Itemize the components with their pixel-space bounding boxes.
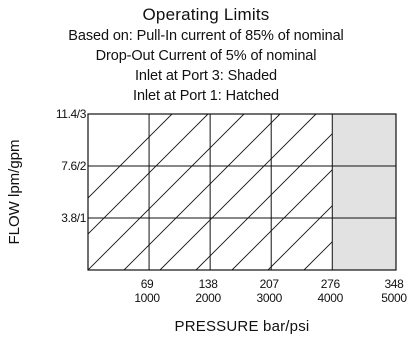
x-tick-label-bar: 276	[321, 277, 341, 291]
x-tick-label-psi: 4000	[318, 291, 344, 305]
x-axis-label: PRESSURE bar/psi	[175, 318, 310, 335]
hatch-line	[88, 114, 209, 235]
y-tick-label: 7.6/2	[61, 159, 86, 173]
hatch-line	[88, 114, 173, 199]
x-tick-label-psi: 5000	[381, 291, 407, 305]
x-tick-label-bar: 207	[260, 277, 280, 291]
x-tick-label-psi: 1000	[134, 291, 160, 305]
chart-subtitle-line-2: Drop-Out Current of 5% of nominal	[95, 48, 317, 64]
hatched-region-port-1	[88, 114, 333, 270]
hatch-line	[159, 114, 317, 270]
hatch-line	[195, 133, 333, 270]
x-tick-label-psi: 2000	[195, 291, 221, 305]
hatch-line	[303, 241, 333, 270]
y-tick-label: 3.8/1	[61, 211, 86, 225]
chart-subtitle-line-3: Inlet at Port 3: Shaded	[135, 68, 277, 84]
x-tick-label-bar: 138	[199, 277, 219, 291]
shaded-region-port-3	[332, 114, 396, 270]
chart-subtitle-line-1: Based on: Pull-In current of 85% of nomi…	[68, 28, 344, 44]
hatch-line	[231, 169, 333, 270]
y-axis-label: FLOW lpm/gpm	[6, 139, 23, 244]
plot-frame	[87, 113, 397, 271]
hatch-line	[88, 114, 245, 270]
x-tick-label-bar: 69	[141, 277, 154, 291]
hatch-line	[267, 205, 333, 270]
chart-title: Operating Limits	[142, 5, 270, 24]
chart-subtitle-line-4: Inlet at Port 1: Hatched	[133, 88, 279, 104]
hatch-line	[123, 114, 281, 270]
x-tick-label-bar: 348	[384, 277, 404, 291]
y-tick-label: 11.4/3	[56, 107, 87, 121]
x-tick-label-psi: 3000	[256, 291, 282, 305]
